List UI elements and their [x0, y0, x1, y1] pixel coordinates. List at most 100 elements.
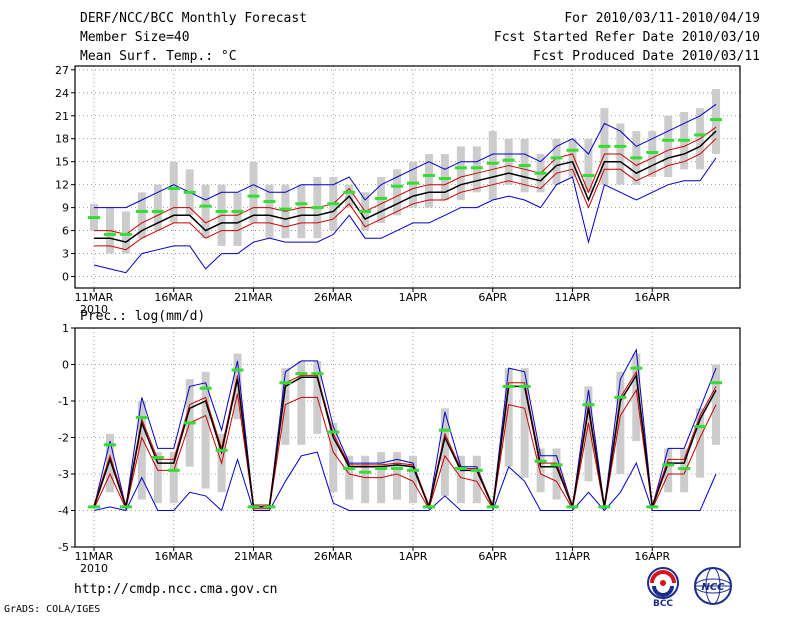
bcc-logo-text: BCC	[653, 599, 673, 608]
box-1-24	[472, 455, 481, 504]
xtick-label-1-7: 16APR	[634, 550, 670, 563]
ncc-logo: NCC	[690, 566, 736, 612]
median-0-29	[550, 156, 563, 160]
box-0-2	[121, 211, 130, 254]
xtick-label-0-4: 1APR	[399, 291, 428, 304]
ytick-label-1-5: -4	[58, 505, 69, 518]
median-0-1	[103, 232, 116, 236]
ytick-label-0-5: 15	[55, 156, 69, 169]
median-0-32	[598, 144, 611, 148]
box-0-7	[201, 184, 210, 239]
median-0-30	[566, 148, 579, 152]
median-1-15	[327, 430, 340, 434]
box-0-26	[504, 138, 513, 185]
median-1-32	[598, 505, 611, 509]
median-1-34	[630, 366, 643, 370]
box-1-13	[297, 360, 306, 445]
median-0-7	[199, 204, 212, 208]
median-0-37	[678, 138, 691, 142]
ytick-label-0-3: 9	[62, 202, 69, 215]
median-0-31	[582, 173, 595, 177]
ncc-logo-text: NCC	[701, 582, 725, 593]
median-1-33	[614, 395, 627, 399]
median-0-22	[438, 177, 451, 181]
ytick-label-1-1: 0	[62, 359, 69, 372]
ytick-label-0-2: 6	[62, 225, 69, 238]
precip-label: Prec.: log(mm/d)	[80, 309, 206, 324]
box-1-26	[504, 368, 513, 467]
box-1-31	[584, 386, 593, 482]
box-1-28	[536, 448, 545, 493]
box-0-21	[424, 154, 433, 208]
median-0-9	[231, 209, 244, 213]
median-1-26	[502, 384, 515, 388]
ytick-label-0-6: 18	[55, 133, 69, 146]
median-1-10	[247, 505, 260, 509]
median-1-27	[518, 384, 531, 388]
series-upper-outer-0	[94, 103, 717, 209]
box-0-31	[584, 138, 593, 193]
median-0-17	[359, 209, 372, 213]
series-lower-outer-0	[93, 157, 717, 274]
box-0-22	[440, 154, 449, 200]
member-size: Member Size=40	[80, 30, 190, 45]
bcc-logo: BCC	[640, 566, 686, 612]
median-0-2	[119, 232, 132, 236]
median-0-19	[391, 184, 404, 188]
ytick-label-0-4: 12	[55, 179, 69, 192]
median-0-14	[311, 206, 324, 210]
median-0-21	[422, 173, 435, 177]
box-1-36	[664, 448, 673, 493]
box-1-9	[233, 353, 242, 420]
ytick-label-0-9: 27	[55, 64, 69, 77]
median-0-6	[183, 190, 196, 194]
box-0-18	[377, 177, 386, 223]
median-1-12	[279, 381, 292, 385]
median-1-1	[103, 443, 116, 447]
variable-label: Mean Surf. Temp.: °C	[80, 49, 237, 64]
median-1-7	[199, 386, 212, 390]
median-1-11	[263, 505, 276, 509]
box-0-36	[664, 115, 673, 177]
box-0-10	[249, 161, 258, 223]
xtick-label-1-2: 21MAR	[234, 550, 273, 563]
median-1-16	[343, 467, 356, 471]
xtick-label-1-6: 11APR	[555, 550, 591, 563]
chart-title: DERF/NCC/BCC Monthly Forecast	[80, 11, 307, 26]
median-1-19	[391, 467, 404, 471]
box-1-1	[105, 433, 114, 493]
median-0-28	[534, 171, 547, 175]
ytick-label-0-8: 24	[55, 87, 69, 100]
box-0-4	[153, 184, 162, 231]
median-0-12	[279, 207, 292, 211]
box-0-13	[297, 184, 306, 239]
median-1-3	[135, 415, 148, 419]
box-1-38	[696, 408, 705, 478]
year-label-1: 2010	[80, 562, 108, 575]
median-1-20	[407, 468, 419, 472]
median-0-27	[518, 164, 531, 168]
ytick-label-1-0: 1	[62, 322, 69, 335]
box-1-37	[680, 448, 689, 493]
box-0-11	[265, 184, 274, 239]
median-0-39	[710, 118, 723, 122]
xtick-label-0-0: 11MAR	[75, 291, 114, 304]
xtick-label-1-1: 16MAR	[154, 550, 193, 563]
ytick-label-0-0: 0	[62, 271, 69, 284]
median-1-29	[550, 463, 563, 467]
box-0-23	[456, 146, 465, 200]
median-1-31	[582, 403, 595, 407]
median-1-25	[486, 505, 499, 509]
median-1-21	[422, 505, 435, 509]
url-link[interactable]: http://cmdp.ncc.cma.gov.cn	[74, 582, 278, 597]
median-0-10	[247, 194, 260, 198]
box-1-15	[329, 422, 338, 493]
ytick-label-1-2: -1	[58, 395, 69, 408]
xtick-label-1-0: 11MAR	[75, 550, 114, 563]
series-lower-inner-0	[94, 138, 717, 251]
median-1-37	[678, 467, 691, 471]
xtick-label-0-1: 16MAR	[154, 291, 193, 304]
median-1-5	[167, 468, 180, 472]
median-0-4	[151, 209, 164, 213]
median-1-39	[710, 381, 723, 385]
